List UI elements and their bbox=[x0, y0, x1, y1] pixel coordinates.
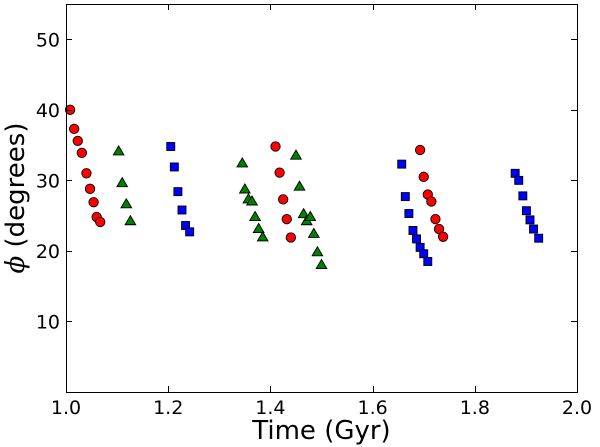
data-point-circle bbox=[270, 141, 281, 152]
data-point-triangle bbox=[236, 156, 249, 168]
data-point-triangle bbox=[311, 245, 324, 257]
data-point-circle bbox=[69, 123, 80, 135]
y-tick-label: 50 bbox=[36, 29, 60, 51]
data-point-circle bbox=[95, 216, 106, 228]
data-point-circle bbox=[281, 214, 292, 225]
data-point-triangle bbox=[124, 214, 137, 226]
data-point-triangle bbox=[116, 176, 129, 188]
series-circles bbox=[64, 104, 449, 243]
data-point-triangle bbox=[120, 197, 133, 209]
data-point-square bbox=[518, 191, 528, 201]
y-tick-label: 10 bbox=[36, 311, 60, 333]
data-point-triangle bbox=[248, 210, 262, 221]
data-point-square bbox=[173, 187, 183, 197]
data-point-square bbox=[177, 205, 187, 215]
x-tick-label: 1.6 bbox=[357, 397, 387, 419]
series-squares bbox=[166, 142, 544, 266]
data-point-circle bbox=[437, 231, 449, 242]
x-tick-label: 1.8 bbox=[460, 397, 490, 419]
data-point-triangle bbox=[289, 149, 303, 160]
y-axis-symbol: ϕ bbox=[1, 255, 31, 273]
data-point-square bbox=[412, 234, 421, 244]
data-point-triangle bbox=[315, 258, 328, 269]
data-point-square bbox=[525, 215, 535, 225]
data-point-circle bbox=[81, 168, 92, 179]
data-point-square bbox=[529, 224, 539, 234]
data-point-square bbox=[397, 159, 407, 169]
data-point-triangle bbox=[252, 222, 265, 233]
data-point-circle bbox=[418, 171, 429, 182]
data-point-circle bbox=[278, 194, 289, 205]
plot-frame bbox=[66, 4, 578, 393]
data-point-circle bbox=[430, 214, 441, 225]
data-point-triangle bbox=[238, 183, 251, 194]
data-point-square bbox=[408, 226, 418, 235]
data-point-circle bbox=[64, 104, 76, 115]
y-axis-title: ϕ (degrees) bbox=[1, 123, 31, 274]
data-point-triangle bbox=[297, 207, 310, 219]
y-tick-label: 30 bbox=[36, 170, 60, 192]
data-point-circle bbox=[414, 144, 426, 156]
data-point-triangle bbox=[245, 195, 259, 206]
plot-markers bbox=[64, 104, 544, 269]
x-axis-title: Time (Gyr) bbox=[251, 416, 390, 446]
data-point-square bbox=[185, 227, 195, 237]
data-point-square bbox=[423, 257, 433, 266]
data-point-square bbox=[419, 249, 429, 259]
axis-ticks bbox=[66, 4, 578, 392]
data-point-square bbox=[166, 142, 176, 151]
data-point-circle bbox=[88, 197, 99, 208]
x-tick-label: 1.0 bbox=[51, 397, 81, 419]
data-point-square bbox=[400, 192, 410, 202]
data-point-circle bbox=[76, 147, 87, 159]
data-point-square bbox=[521, 206, 531, 216]
data-point-square bbox=[514, 175, 524, 185]
data-point-triangle bbox=[112, 144, 125, 156]
data-point-square bbox=[534, 233, 544, 243]
axis-tick-labels: 1.0 1.2 1.4 1.6 1.8 2.0 10 20 30 40 50 bbox=[36, 29, 592, 419]
data-point-square bbox=[404, 209, 414, 218]
y-tick-label: 20 bbox=[36, 241, 60, 263]
data-point-square bbox=[169, 162, 179, 172]
data-point-circle bbox=[72, 135, 83, 147]
data-point-circle bbox=[274, 167, 285, 178]
data-point-triangle bbox=[293, 180, 306, 191]
data-point-triangle bbox=[304, 210, 317, 221]
series-triangles bbox=[112, 144, 328, 269]
data-point-circle bbox=[84, 183, 96, 194]
data-point-circle bbox=[285, 232, 296, 243]
x-tick-label: 2.0 bbox=[562, 397, 592, 419]
data-point-circle bbox=[426, 196, 437, 207]
x-tick-label: 1.4 bbox=[255, 397, 285, 419]
data-point-triangle bbox=[307, 227, 320, 238]
y-tick-label: 40 bbox=[36, 100, 60, 122]
y-axis-unit: (degrees) bbox=[1, 123, 31, 256]
x-tick-label: 1.2 bbox=[153, 397, 183, 419]
data-point-triangle bbox=[256, 231, 269, 242]
